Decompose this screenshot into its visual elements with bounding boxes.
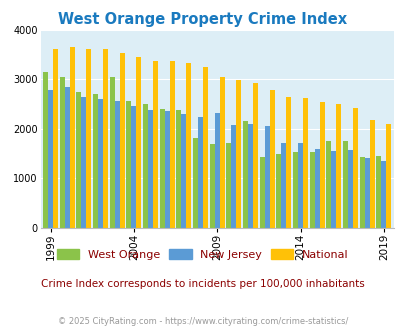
Bar (335, 105, 341, 228)
Bar (202, 67, 207, 228)
Bar (359, 157, 364, 228)
Bar (309, 152, 314, 228)
Bar (364, 158, 369, 228)
Bar (143, 104, 148, 228)
Legend: West Orange, New Jersey, National: West Orange, New Jersey, National (53, 245, 352, 264)
Bar (386, 124, 390, 228)
Bar (269, 90, 274, 228)
Text: Crime Index corresponds to incidents per 100,000 inhabitants: Crime Index corresponds to incidents per… (41, 279, 364, 289)
Bar (292, 152, 297, 228)
Bar (380, 161, 386, 228)
Bar (169, 61, 174, 228)
Bar (126, 102, 131, 228)
Bar (231, 125, 236, 228)
Bar (103, 49, 108, 228)
Bar (81, 97, 86, 228)
Bar (209, 144, 214, 228)
Bar (115, 102, 119, 228)
Bar (48, 90, 53, 228)
Bar (198, 117, 202, 228)
Bar (342, 141, 347, 228)
Bar (347, 150, 352, 228)
Bar (252, 83, 258, 228)
Bar (43, 72, 48, 228)
Bar (352, 109, 357, 228)
Bar (98, 99, 103, 228)
Bar (136, 57, 141, 228)
Bar (86, 49, 91, 228)
Bar (219, 77, 224, 228)
Bar (314, 148, 319, 228)
Bar (159, 109, 164, 228)
Bar (93, 94, 98, 228)
Bar (65, 87, 70, 228)
Bar (243, 121, 247, 228)
Bar (302, 98, 307, 228)
Bar (319, 102, 324, 228)
Bar (247, 124, 252, 228)
Bar (60, 77, 65, 228)
Bar (264, 126, 269, 228)
Bar (375, 156, 380, 228)
Bar (131, 106, 136, 228)
Bar (286, 97, 291, 228)
Bar (259, 157, 264, 228)
Bar (236, 80, 241, 228)
Bar (276, 154, 281, 228)
Bar (119, 53, 124, 228)
Bar (176, 110, 181, 228)
Bar (153, 61, 158, 228)
Bar (186, 63, 191, 228)
Bar (109, 77, 115, 228)
Bar (76, 92, 81, 228)
Bar (369, 120, 374, 228)
Bar (326, 141, 330, 228)
Bar (181, 114, 186, 228)
Bar (297, 143, 302, 228)
Bar (192, 138, 198, 228)
Bar (281, 143, 286, 228)
Bar (164, 112, 169, 228)
Bar (70, 47, 75, 228)
Text: © 2025 CityRating.com - https://www.cityrating.com/crime-statistics/: © 2025 CityRating.com - https://www.city… (58, 317, 347, 326)
Bar (226, 143, 231, 228)
Text: West Orange Property Crime Index: West Orange Property Crime Index (58, 12, 347, 26)
Bar (53, 49, 58, 228)
Bar (330, 151, 335, 228)
Bar (148, 110, 153, 228)
Bar (214, 113, 219, 228)
